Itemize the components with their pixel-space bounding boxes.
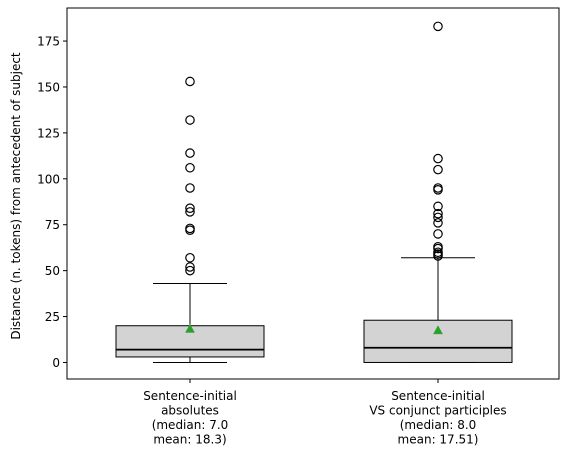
outlier-point: [433, 212, 443, 223]
y-axis-label: Distance (n. tokens) from antecedent of …: [9, 52, 23, 340]
outlier-point: [185, 265, 195, 276]
outlier-point: [433, 153, 443, 164]
y-tick-label: 75: [45, 218, 60, 232]
plot-frame: [66, 7, 560, 380]
y-tick-label: 125: [37, 126, 60, 140]
outlier-point: [185, 252, 195, 263]
outlier-point: [433, 218, 443, 228]
outlier-point: [185, 115, 195, 125]
outlier-point: [185, 223, 195, 234]
plot-area: [115, 21, 513, 363]
outlier-point: [185, 203, 195, 213]
x-tick-label-line: mean: 17.51): [398, 433, 479, 447]
y-tick-label: 50: [45, 264, 60, 278]
outlier-point: [185, 207, 195, 217]
outlier-point: [433, 164, 443, 175]
y-tick-label: 0: [52, 356, 60, 370]
outlier-point: [185, 148, 195, 158]
x-axis: Sentence-initial absolutes (median: 7.0 mea…: [143, 379, 507, 447]
outlier-point: [433, 21, 443, 32]
outlier-point: [185, 76, 195, 87]
mean-marker: [185, 323, 195, 333]
x-tick-label: Sentence-initial VS conjunct participles(…: [369, 389, 506, 447]
outlier-point: [185, 183, 195, 193]
outlier-point: [433, 241, 443, 252]
outlier-point: [433, 229, 443, 239]
outlier-point: [433, 183, 443, 193]
x-tick-label-line: (median: 7.0: [152, 418, 229, 432]
y-tick-label: 100: [37, 172, 60, 186]
mean-marker: [433, 325, 443, 335]
outlier-point: [185, 162, 195, 173]
x-tick-label-line: (median: 8.0: [400, 418, 477, 432]
x-tick-label-line: Sentence-initial: [143, 389, 237, 403]
x-tick-label-line: VS conjunct participles: [369, 404, 506, 418]
y-tick-label: 175: [37, 35, 60, 49]
outlier-point: [433, 201, 443, 212]
y-tick-label: 25: [45, 310, 60, 324]
x-tick-label-line: Sentence-initial: [391, 389, 485, 403]
x-tick-label: Sentence-initial absolutes (median: 7.0 mea…: [143, 389, 237, 447]
y-tick-label: 150: [37, 80, 60, 94]
outlier-point: [433, 208, 443, 219]
y-axis: 0 25 50 75 100 125 150 175: [37, 35, 67, 370]
outlier-point: [433, 247, 443, 258]
x-tick-label-line: mean: 18.3): [153, 433, 226, 447]
x-tick-label-line: absolutes: [161, 404, 219, 418]
outlier-point: [185, 262, 195, 272]
